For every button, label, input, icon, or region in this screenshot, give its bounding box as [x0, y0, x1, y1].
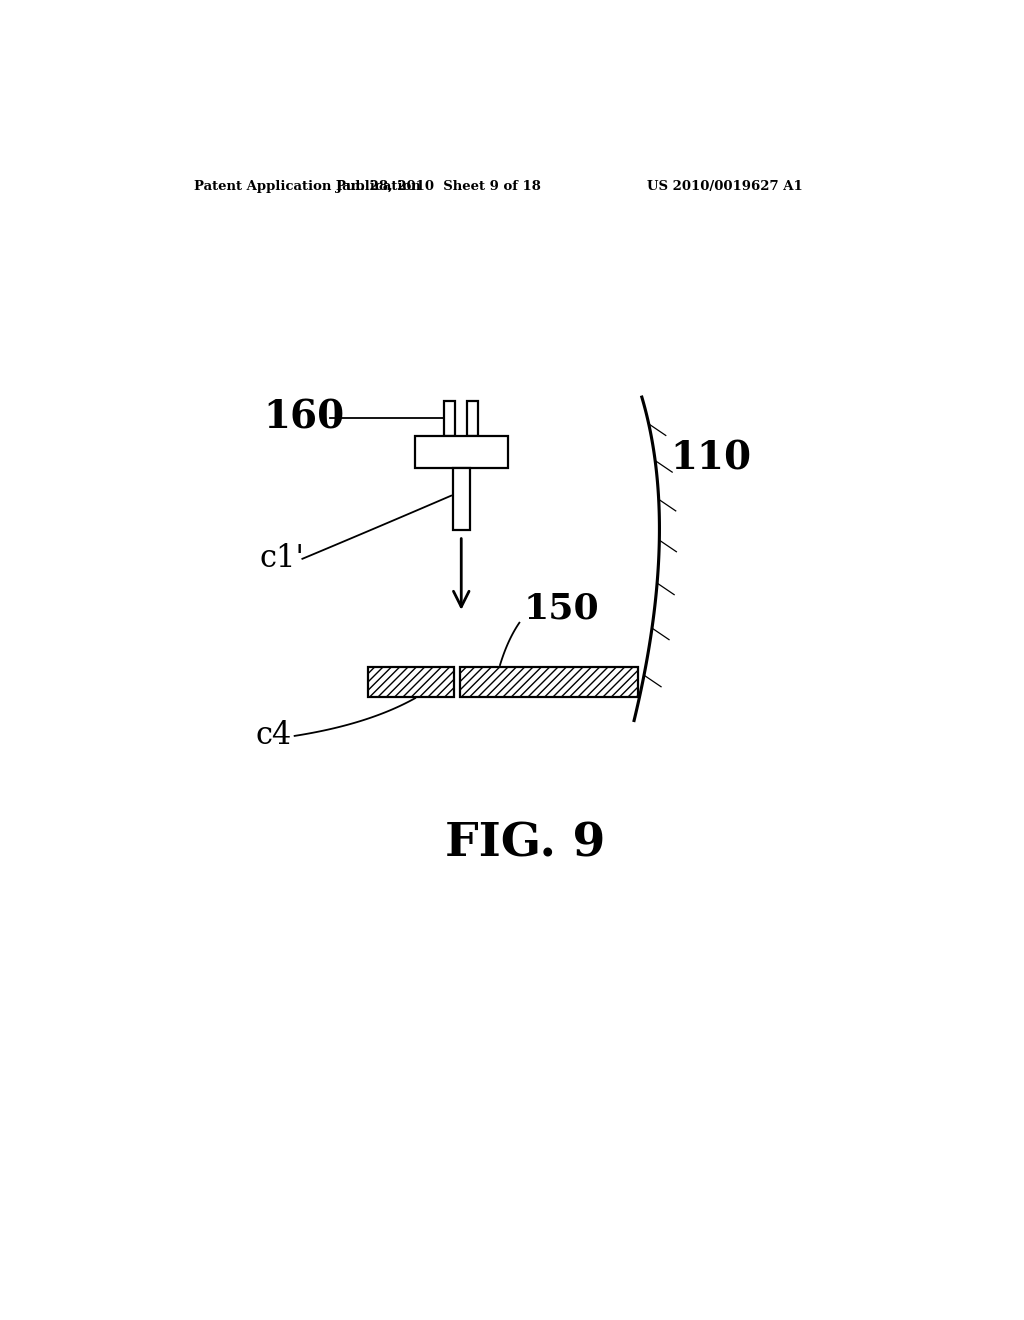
- Text: c4: c4: [256, 721, 292, 751]
- Bar: [369, 667, 454, 697]
- Text: Jan. 28, 2010  Sheet 9 of 18: Jan. 28, 2010 Sheet 9 of 18: [336, 181, 541, 194]
- Bar: [415, 436, 508, 469]
- Bar: [467, 401, 478, 436]
- Text: Patent Application Publication: Patent Application Publication: [194, 181, 421, 194]
- Text: US 2010/0019627 A1: US 2010/0019627 A1: [647, 181, 803, 194]
- Bar: [369, 667, 454, 697]
- Bar: [460, 667, 638, 697]
- Text: 110: 110: [671, 440, 752, 478]
- Bar: [460, 667, 638, 697]
- Text: FIG. 9: FIG. 9: [444, 821, 605, 867]
- Text: c1': c1': [260, 544, 304, 574]
- Text: 150: 150: [523, 591, 599, 626]
- Bar: [453, 469, 470, 529]
- Bar: [444, 401, 455, 436]
- Text: 160: 160: [263, 399, 345, 437]
